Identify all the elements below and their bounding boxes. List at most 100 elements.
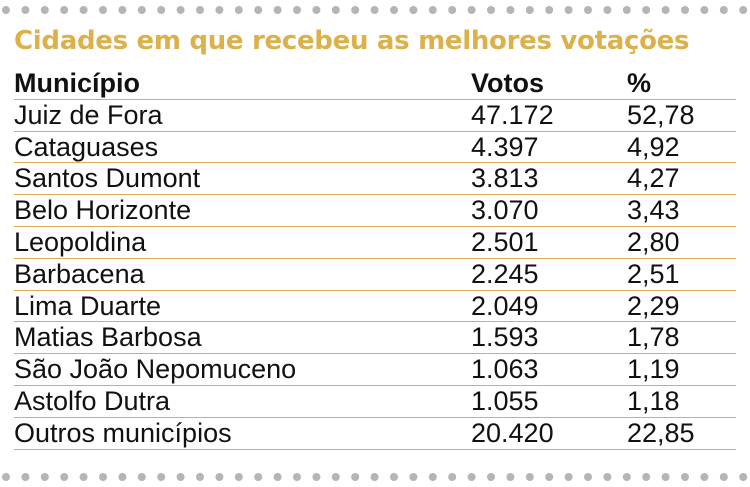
- cell-percent: 2,80: [627, 226, 680, 257]
- border-dot: [506, 473, 515, 481]
- border-dot: [525, 6, 534, 14]
- border-dot: [506, 6, 515, 14]
- border-dot: [390, 473, 398, 481]
- cell-votos: 1.593: [471, 322, 539, 353]
- table-body: Juiz de Fora 47.172 52,78 Cataguases 4.397 4…: [14, 100, 736, 450]
- border-dot: [60, 6, 69, 14]
- cell-municipio: Lima Duarte: [14, 290, 162, 321]
- border-dot: [312, 6, 321, 14]
- border-dot: [331, 6, 340, 14]
- border-dot: [467, 473, 476, 481]
- cell-municipio: Leopoldina: [14, 226, 147, 257]
- border-dot: [370, 6, 379, 14]
- cell-votos: 20.420: [471, 417, 554, 448]
- table-row: Juiz de Fora 47.172 52,78: [14, 100, 736, 132]
- border-dot: [545, 6, 554, 14]
- border-dot: [661, 473, 670, 481]
- border-dot: [681, 473, 689, 481]
- border-dot: [273, 6, 282, 14]
- cell-municipio: Astolfo Dutra: [14, 385, 171, 416]
- border-dot: [40, 6, 49, 14]
- table-row: Matias Barbosa 1.593 1,78: [14, 322, 736, 355]
- border-dot: [215, 473, 224, 481]
- border-dot: [215, 6, 224, 14]
- border-dot: [176, 6, 185, 14]
- border-dot: [293, 473, 301, 481]
- table-title: Cidades em que recebeu as melhores votaç…: [14, 26, 690, 56]
- votes-table: Município Votos % Juiz de Fora 47.172 52,7…: [14, 68, 736, 450]
- border-dot: [254, 473, 263, 481]
- border-dot: [700, 6, 709, 14]
- border-dot: [196, 6, 204, 14]
- cell-percent: 52,78: [627, 99, 695, 130]
- cell-votos: 2.049: [471, 290, 539, 321]
- cell-votos: 47.172: [471, 99, 554, 130]
- border-dot: [254, 6, 263, 14]
- border-dot: [234, 473, 243, 481]
- border-dot: [234, 6, 243, 14]
- border-dot: [487, 473, 495, 481]
- border-dot: [21, 473, 30, 481]
- table-row: Barbacena 2.245 2,51: [14, 259, 736, 291]
- table-header-row: Município Votos %: [14, 68, 736, 100]
- border-dot: [622, 473, 631, 481]
- border-dot: [351, 6, 360, 14]
- table-row: Leopoldina 2.501 2,80: [14, 227, 736, 259]
- border-dot: [176, 473, 185, 481]
- border-dot: [370, 473, 379, 481]
- border-dot: [564, 473, 573, 481]
- cell-votos: 2.501: [471, 226, 539, 257]
- border-dot: [118, 6, 127, 14]
- cell-municipio: Belo Horizonte: [14, 195, 192, 226]
- border-dot: [428, 473, 437, 481]
- border-dot: [448, 473, 457, 481]
- cell-municipio: Barbacena: [14, 258, 145, 289]
- border-dot: [157, 473, 166, 481]
- border-dot: [331, 473, 340, 481]
- border-dot: [661, 6, 670, 14]
- cell-percent: 1,19: [627, 354, 680, 385]
- dotted-border-top: [2, 6, 748, 14]
- border-dot: [545, 473, 554, 481]
- table-row: Outros municípios 20.420 22,85: [14, 418, 736, 450]
- border-dot: [719, 473, 728, 481]
- border-dot: [487, 6, 495, 14]
- table-row: São João Nepomuceno 1.063 1,19: [14, 354, 736, 386]
- border-dot: [273, 473, 282, 481]
- cell-votos: 3.813: [471, 163, 539, 194]
- border-dot: [79, 6, 88, 14]
- header-municipio: Município: [14, 68, 140, 98]
- border-dot: [603, 473, 612, 481]
- border-dot: [603, 6, 612, 14]
- cell-municipio: São João Nepomuceno: [14, 354, 297, 385]
- cell-percent: 1,78: [627, 322, 680, 353]
- table-row: Cataguases 4.397 4,92: [14, 132, 736, 164]
- cell-votos: 3.070: [471, 195, 539, 226]
- border-dot: [409, 473, 418, 481]
- border-dot: [448, 6, 457, 14]
- border-dot: [99, 6, 107, 14]
- cell-municipio: Santos Dumont: [14, 163, 201, 194]
- cell-votos: 1.055: [471, 385, 539, 416]
- border-dot: [584, 6, 592, 14]
- border-dot: [739, 6, 748, 14]
- cell-votos: 1.063: [471, 354, 539, 385]
- cell-votos: 2.245: [471, 258, 539, 289]
- border-dot: [312, 473, 321, 481]
- border-dot: [60, 473, 69, 481]
- cell-percent: 1,18: [627, 385, 680, 416]
- border-dot: [293, 6, 301, 14]
- border-dot: [739, 473, 748, 481]
- border-dot: [525, 473, 534, 481]
- border-dot: [99, 473, 107, 481]
- border-dot: [700, 473, 709, 481]
- border-dot: [428, 6, 437, 14]
- border-dot: [642, 473, 651, 481]
- cell-percent: 22,85: [627, 417, 695, 448]
- border-dot: [118, 473, 127, 481]
- border-dot: [137, 6, 146, 14]
- cell-percent: 4,27: [627, 163, 680, 194]
- table-row: Belo Horizonte 3.070 3,43: [14, 195, 736, 227]
- border-dot: [2, 473, 10, 481]
- cell-municipio: Juiz de Fora: [14, 99, 163, 130]
